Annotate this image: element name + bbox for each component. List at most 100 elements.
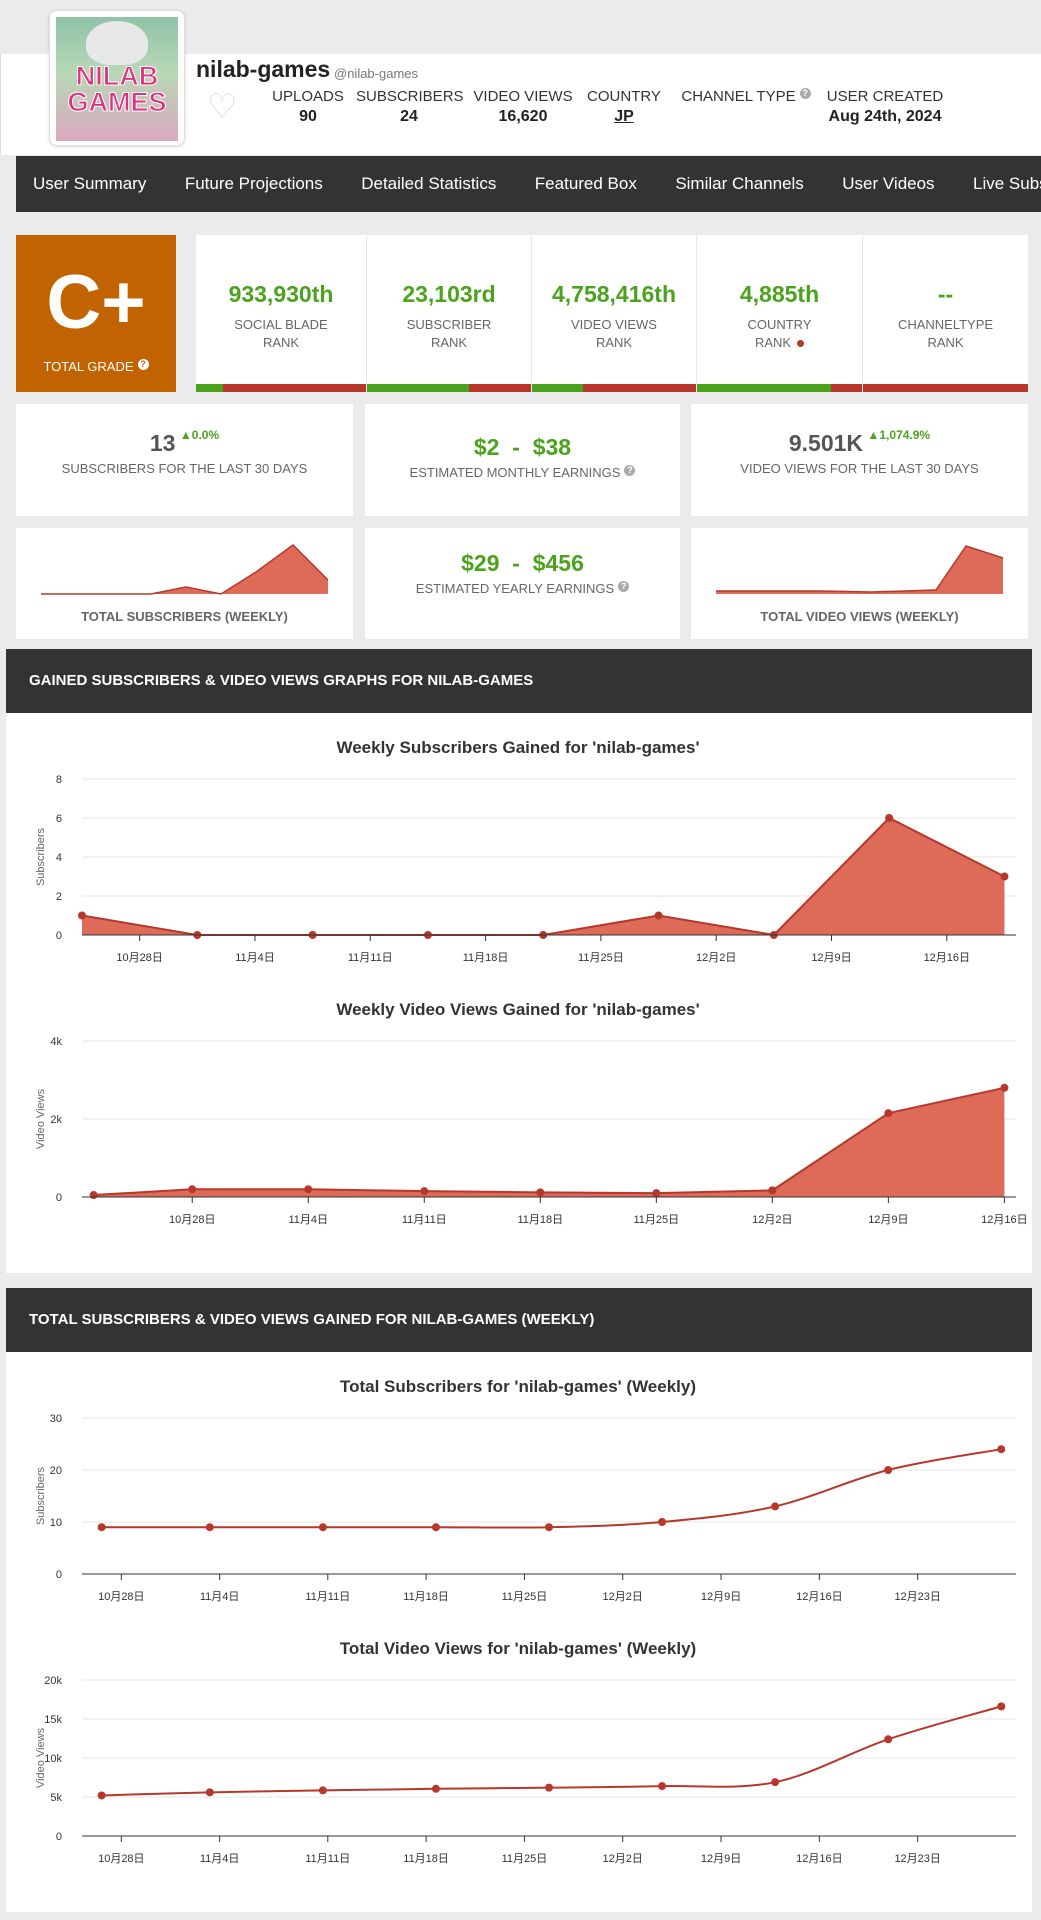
country-flag-icon bbox=[797, 340, 805, 348]
x-tick-label: 11月18日 bbox=[517, 1214, 563, 1226]
y-tick-label: 4 bbox=[56, 852, 62, 864]
series-area bbox=[82, 818, 1005, 935]
y-tick-label: 0 bbox=[56, 1831, 62, 1843]
x-tick-label: 11月4日 bbox=[200, 1853, 240, 1865]
data-point bbox=[420, 1187, 429, 1196]
data-point bbox=[431, 1523, 440, 1532]
data-point bbox=[536, 1188, 545, 1197]
monthly-earnings-card: $2 - $38 ESTIMATED MONTHLY EARNINGS? bbox=[365, 404, 680, 516]
y-tick-label: 4k bbox=[50, 1036, 62, 1048]
rank-social-blade: 933,930th SOCIAL BLADE RANK bbox=[196, 235, 367, 392]
y-tick-label: 0 bbox=[56, 1569, 62, 1581]
total-subs-weekly-card: TOTAL SUBSCRIBERS (WEEKLY) bbox=[16, 528, 353, 639]
total-video-views-chart[interactable]: Total Video Views for 'nilab-games' (Wee… bbox=[6, 1614, 1032, 1876]
data-point bbox=[318, 1523, 327, 1532]
data-point bbox=[205, 1523, 214, 1532]
x-tick-label: 11月4日 bbox=[235, 952, 275, 964]
stat-uploads: UPLOADS 90 bbox=[272, 88, 344, 125]
data-point bbox=[304, 1185, 313, 1194]
x-tick-label: 11月25日 bbox=[578, 952, 624, 964]
total-subscribers-chart[interactable]: Total Subscribers for 'nilab-games' (Wee… bbox=[6, 1352, 1032, 1614]
y-tick-label: 20k bbox=[44, 1675, 62, 1687]
channel-handle: @nilab-games bbox=[334, 66, 419, 81]
y-tick-label: 0 bbox=[56, 1192, 62, 1204]
grade-value: C+ bbox=[46, 260, 146, 345]
x-tick-label: 10月28日 bbox=[98, 1853, 144, 1865]
favorite-heart-icon[interactable]: ♡ bbox=[207, 88, 238, 126]
x-tick-label: 11月25日 bbox=[502, 1853, 548, 1865]
y-tick-label: 10k bbox=[44, 1753, 62, 1765]
data-point bbox=[771, 1502, 780, 1511]
chart-title: Total Subscribers for 'nilab-games' (Wee… bbox=[340, 1377, 696, 1396]
channel-name: nilab-games bbox=[196, 56, 331, 82]
series-area bbox=[93, 1087, 1005, 1197]
chart-title: Weekly Video Views Gained for 'nilab-gam… bbox=[336, 1000, 699, 1019]
y-tick-label: 6 bbox=[56, 813, 62, 825]
y-tick-label: 0 bbox=[56, 930, 62, 942]
weekly-video-views-chart[interactable]: Weekly Video Views Gained for 'nilab-gam… bbox=[6, 975, 1032, 1237]
data-point bbox=[318, 1786, 327, 1795]
data-point bbox=[768, 1186, 777, 1195]
y-tick-label: 20 bbox=[50, 1465, 62, 1477]
country-link[interactable]: JP bbox=[614, 108, 634, 125]
x-tick-label: 12月23日 bbox=[894, 1591, 940, 1603]
data-point bbox=[997, 1702, 1006, 1711]
x-tick-label: 12月2日 bbox=[603, 1853, 643, 1865]
series-line bbox=[101, 1448, 1002, 1529]
data-point bbox=[205, 1788, 214, 1797]
data-point bbox=[545, 1783, 553, 1792]
x-tick-label: 11月11日 bbox=[305, 1853, 350, 1865]
data-point bbox=[97, 1791, 106, 1800]
nav-detailed-statistics[interactable]: Detailed Statistics bbox=[361, 174, 497, 193]
channel-avatar[interactable]: NILAB GAMES bbox=[49, 10, 185, 146]
data-point bbox=[78, 911, 86, 920]
rank-country: 4,885th COUNTRY RANK bbox=[697, 235, 863, 392]
x-tick-label: 11月25日 bbox=[633, 1214, 679, 1226]
x-tick-label: 12月16日 bbox=[981, 1214, 1027, 1226]
rank-bar bbox=[863, 384, 1028, 392]
avatar-character bbox=[86, 21, 148, 65]
chart-title: Weekly Subscribers Gained for 'nilab-gam… bbox=[336, 738, 699, 757]
series-line bbox=[101, 1705, 1002, 1797]
data-point bbox=[89, 1191, 98, 1200]
y-tick-label: 2 bbox=[56, 891, 62, 903]
yearly-earnings-card: $29 - $456 ESTIMATED YEARLY EARNINGS? bbox=[365, 528, 680, 639]
x-tick-label: 11月11日 bbox=[402, 1214, 447, 1226]
nav-featured-box[interactable]: Featured Box bbox=[534, 174, 637, 193]
x-tick-label: 12月9日 bbox=[868, 1214, 908, 1226]
x-tick-label: 11月18日 bbox=[463, 952, 509, 964]
chart-title: Total Video Views for 'nilab-games' (Wee… bbox=[340, 1639, 696, 1658]
x-tick-label: 12月2日 bbox=[603, 1591, 643, 1603]
help-icon[interactable]: ? bbox=[799, 88, 811, 99]
help-icon[interactable]: ? bbox=[137, 359, 149, 370]
views-30-days-card: 9.501K ▲1,074.9% VIDEO VIEWS FOR THE LAS… bbox=[691, 404, 1028, 516]
total-section-header: TOTAL SUBSCRIBERS & VIDEO VIEWS GAINED F… bbox=[6, 1288, 1032, 1352]
nav-user-videos[interactable]: User Videos bbox=[842, 174, 935, 193]
x-tick-label: 12月2日 bbox=[696, 952, 736, 964]
y-axis-label: Video Views bbox=[35, 1727, 47, 1788]
x-tick-label: 11月4日 bbox=[200, 1591, 240, 1603]
data-point bbox=[771, 1778, 780, 1787]
weekly-subscribers-chart[interactable]: Weekly Subscribers Gained for 'nilab-gam… bbox=[6, 713, 1032, 975]
sparkline-line bbox=[716, 545, 1004, 593]
stat-user-created: USER CREATED Aug 24th, 2024 bbox=[826, 88, 944, 125]
y-tick-label: 30 bbox=[50, 1413, 62, 1425]
y-axis-label: Subscribers bbox=[35, 1466, 47, 1525]
nav-future-projections[interactable]: Future Projections bbox=[184, 174, 323, 193]
nav-live-subscriber-count[interactable]: Live Subscriber C bbox=[973, 174, 1041, 193]
x-tick-label: 11月25日 bbox=[502, 1591, 548, 1603]
data-point bbox=[1000, 872, 1009, 881]
x-tick-label: 11月18日 bbox=[403, 1591, 449, 1603]
data-point bbox=[884, 1466, 893, 1474]
nav-similar-channels[interactable]: Similar Channels bbox=[675, 174, 804, 193]
rank-cards: 933,930th SOCIAL BLADE RANK 23,103rd SUBS… bbox=[196, 235, 1028, 392]
data-point bbox=[431, 1784, 440, 1793]
x-tick-label: 11月11日 bbox=[348, 952, 393, 964]
nav-user-summary[interactable]: User Summary bbox=[33, 174, 147, 193]
stat-video-views: VIDEO VIEWS 16,620 bbox=[473, 88, 573, 125]
help-icon[interactable]: ? bbox=[618, 581, 630, 592]
sparkline-line bbox=[41, 544, 329, 595]
help-icon[interactable]: ? bbox=[624, 465, 636, 476]
profile-nav: User Summary Future Projections Detailed… bbox=[16, 156, 1041, 212]
data-point bbox=[884, 1109, 893, 1118]
